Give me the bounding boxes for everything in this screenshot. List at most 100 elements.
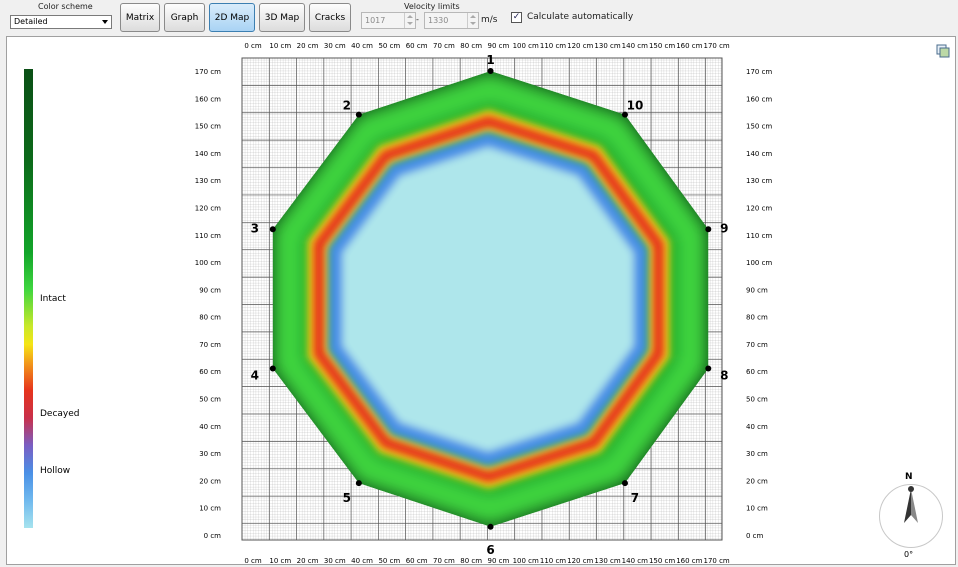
velocity-max-value: 1330 [428,16,449,25]
legend-intact: Intact [40,294,66,304]
calculate-automatically-checkbox[interactable]: ✓ [511,12,522,23]
north-arrow-icon [904,486,918,523]
y-tick-right: 20 cm [746,477,768,485]
sensor-dot[interactable] [355,480,362,487]
tomogram [272,71,709,527]
y-tick-left: 120 cm [195,204,221,212]
sensor-label: 4 [251,369,259,383]
y-tick-left: 60 cm [199,368,221,376]
x-tick-top: 120 cm [567,42,593,50]
map-3d-button[interactable]: 3D Map [259,3,305,32]
sensor-dot[interactable] [621,111,628,118]
y-tick-right: 110 cm [746,232,772,240]
sensor-dot[interactable] [705,226,712,233]
x-tick-bottom: 150 cm [649,557,675,565]
y-tick-right: 100 cm [746,259,772,267]
cracks-button[interactable]: Cracks [309,3,351,32]
chevron-down-icon [102,20,108,24]
y-tick-left: 100 cm [195,259,221,267]
x-tick-bottom: 40 cm [351,557,373,565]
sensor-dot[interactable] [621,480,628,487]
sensor-dot[interactable] [487,523,494,530]
y-tick-right: 60 cm [746,368,768,376]
x-tick-top: 140 cm [622,42,648,50]
x-tick-top: 170 cm [704,42,730,50]
map-2d-button[interactable]: 2D Map [209,3,255,32]
x-tick-top: 40 cm [351,42,373,50]
graph-button[interactable]: Graph [164,3,205,32]
y-tick-left: 40 cm [199,423,221,431]
y-tick-right: 150 cm [746,123,772,131]
x-tick-top: 60 cm [406,42,428,50]
x-tick-bottom: 50 cm [378,557,400,565]
y-tick-right: 160 cm [746,95,772,103]
legend-decayed: Decayed [40,409,80,419]
x-tick-bottom: 160 cm [676,557,702,565]
x-tick-top: 110 cm [540,42,566,50]
velocity-max-input[interactable]: 1330 [424,12,479,29]
y-tick-left: 50 cm [199,396,221,404]
y-tick-left: 170 cm [195,68,221,76]
y-tick-right: 70 cm [746,341,768,349]
sensor-label: 10 [627,99,644,113]
toolbar: Color scheme Detailed Matrix Graph 2D Ma… [0,0,958,36]
x-tick-bottom: 20 cm [297,557,319,565]
color-scheme-value: Detailed [14,17,48,26]
sensor-dot[interactable] [705,365,712,372]
x-tick-bottom: 120 cm [567,557,593,565]
color-legend-bar [24,69,33,528]
y-tick-left: 10 cm [199,505,221,513]
x-tick-bottom: 10 cm [269,557,291,565]
color-scheme-select[interactable]: Detailed [10,15,112,29]
y-tick-left: 160 cm [195,95,221,103]
sensor-dot[interactable] [269,365,276,372]
x-tick-bottom: 30 cm [324,557,346,565]
y-tick-left: 80 cm [199,314,221,322]
y-tick-right: 170 cm [746,68,772,76]
sensor-dot[interactable] [269,226,276,233]
y-tick-right: 0 cm [746,532,764,540]
y-tick-left: 90 cm [199,286,221,294]
x-tick-bottom: 0 cm [244,557,262,565]
x-tick-bottom: 100 cm [513,557,539,565]
sensor-dot[interactable] [355,111,362,118]
sensors: 1 2 3 4 5 6 7 8 9 10 [251,53,729,557]
y-tick-right: 130 cm [746,177,772,185]
compass-north-label: N [905,472,913,482]
velocity-min-value: 1017 [365,16,386,25]
y-tick-left: 70 cm [199,341,221,349]
legend-hollow: Hollow [40,466,71,476]
sensor-label: 8 [720,369,728,383]
sensor-label: 1 [486,53,494,67]
sensor-dot[interactable] [487,68,494,74]
velocity-separator: - [416,15,419,24]
calculate-automatically-label: Calculate automatically [527,12,634,22]
y-tick-right: 80 cm [746,314,768,322]
x-tick-top: 50 cm [378,42,400,50]
x-tick-bottom: 70 cm [433,557,455,565]
velocity-min-input[interactable]: 1017 [361,12,416,29]
x-tick-top: 0 cm [244,42,262,50]
y-tick-right: 40 cm [746,423,768,431]
velocity-limits-label: Velocity limits [404,2,460,11]
y-tick-right: 140 cm [746,150,772,158]
y-tick-left: 0 cm [204,532,222,540]
y-tick-left: 150 cm [195,123,221,131]
spin-arrows-icon[interactable] [467,13,478,28]
matrix-button[interactable]: Matrix [120,3,160,32]
x-tick-bottom: 110 cm [540,557,566,565]
x-tick-top: 20 cm [297,42,319,50]
export-icon[interactable] [936,44,950,58]
sensor-label: 6 [486,543,494,557]
x-tick-top: 30 cm [324,42,346,50]
y-tick-right: 30 cm [746,450,768,458]
x-tick-bottom: 140 cm [622,557,648,565]
x-tick-top: 100 cm [513,42,539,50]
x-tick-top: 70 cm [433,42,455,50]
spin-arrows-icon[interactable] [404,13,415,28]
x-tick-bottom: 170 cm [704,557,730,565]
y-tick-right: 90 cm [746,286,768,294]
y-tick-right: 120 cm [746,204,772,212]
